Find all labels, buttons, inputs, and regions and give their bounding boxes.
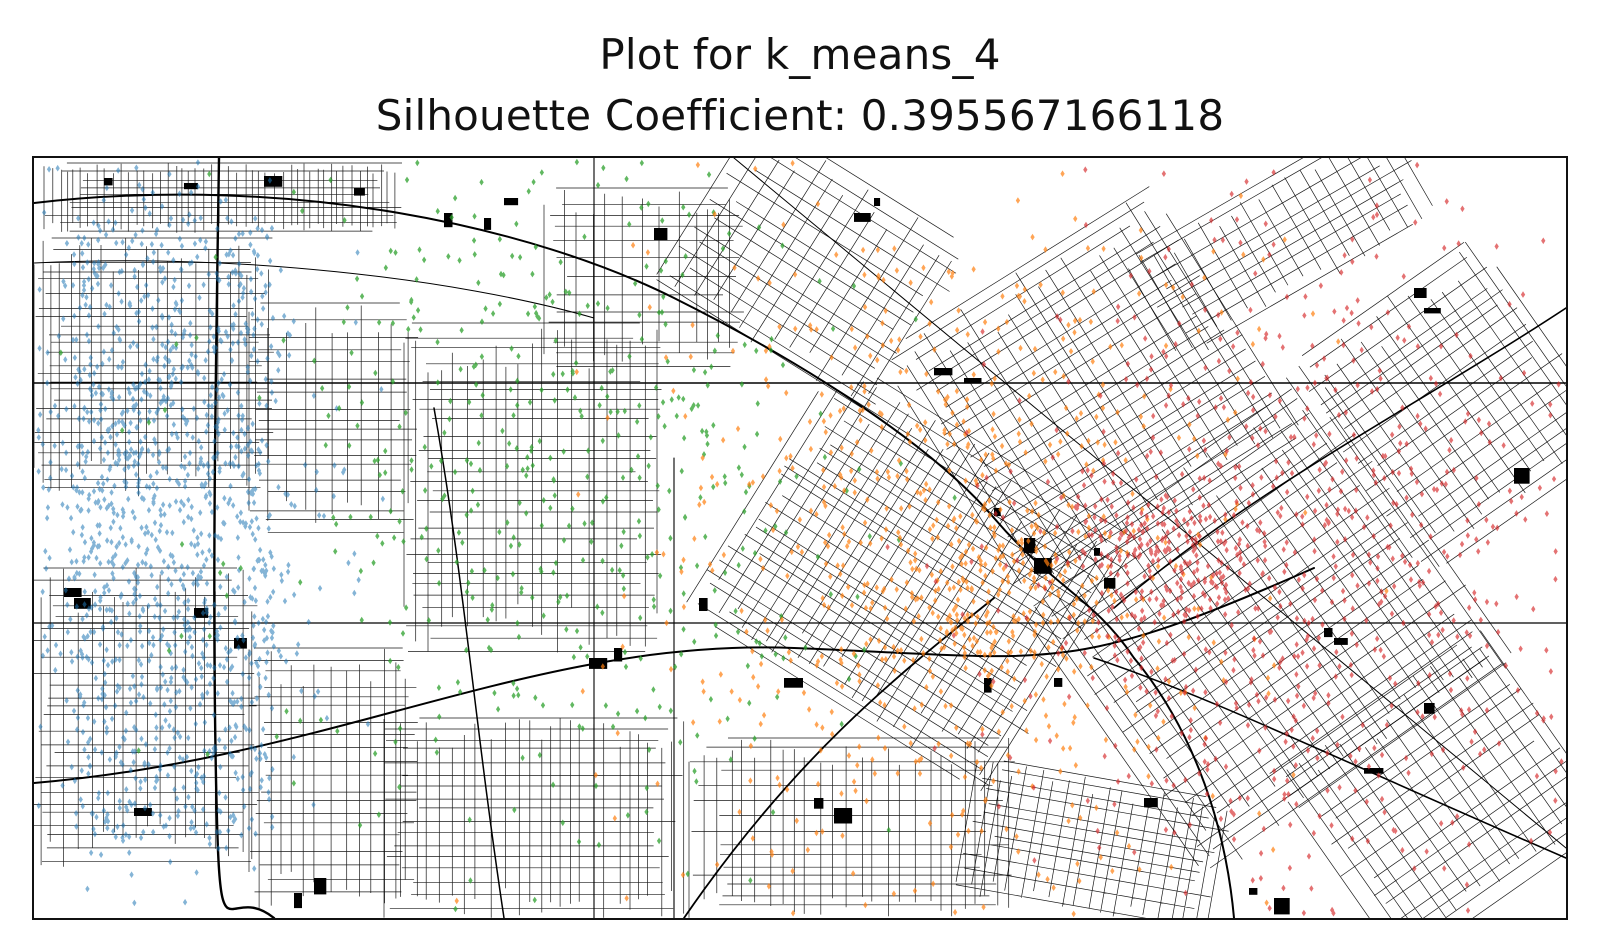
building-block (964, 378, 982, 384)
building-block (134, 808, 152, 816)
chart-subtitle: Silhouette Coefficient: 0.395567166118 (375, 91, 1225, 140)
building-block (874, 198, 881, 206)
district-south-east (955, 760, 1229, 918)
freeway-north-south-west (213, 158, 276, 918)
building-block (834, 808, 853, 824)
minor-road-network (34, 158, 1566, 918)
building-block (784, 678, 803, 688)
building-block (1094, 548, 1100, 556)
map-plot-area (32, 156, 1568, 920)
building-block (1334, 638, 1348, 645)
building-block (1274, 898, 1290, 915)
building-block (64, 588, 82, 597)
road-diagonal-southeast (1093, 657, 1566, 859)
cluster-0-marker (36, 159, 385, 907)
building-block (1424, 308, 1441, 314)
building-block (1514, 468, 1530, 484)
building-block (654, 228, 668, 241)
building-block (504, 198, 519, 206)
cluster-3-marker (885, 161, 1564, 917)
street-map-svg (34, 158, 1566, 918)
building-block (314, 878, 327, 895)
map-building-blocks (64, 176, 1530, 915)
building-block (1104, 578, 1116, 589)
freeway-east-west (34, 567, 1315, 784)
building-block (1034, 558, 1052, 574)
building-block (1424, 703, 1435, 714)
cluster-3-points (885, 161, 1564, 917)
district-west-south (34, 567, 259, 867)
building-block (74, 598, 91, 609)
building-block (264, 176, 283, 187)
building-block (1249, 888, 1258, 895)
district-center-west (403, 322, 662, 653)
road-northwest-arc (34, 260, 595, 319)
cluster-points (36, 158, 1564, 918)
building-block (854, 213, 871, 222)
district-west-mid (248, 302, 419, 533)
district-far-east-north (1286, 241, 1566, 567)
building-block (1054, 678, 1063, 687)
building-block (984, 678, 992, 693)
district-airport-side (656, 158, 959, 410)
building-block (444, 213, 453, 228)
building-block (614, 648, 623, 662)
building-block (294, 893, 302, 909)
major-road-network (34, 158, 1566, 918)
road-diagonal-northeast (1113, 307, 1566, 609)
building-block (699, 598, 708, 611)
building-block (1024, 538, 1036, 554)
district-northwest-core (43, 162, 402, 233)
building-block (1414, 288, 1427, 298)
building-block (484, 218, 492, 230)
district-far-east-south (1269, 630, 1566, 918)
district-south-center (688, 737, 1015, 918)
building-block (354, 188, 365, 196)
district-northeast-edge (1128, 158, 1433, 352)
building-block (104, 178, 113, 186)
building-block (589, 658, 608, 669)
building-block (234, 638, 247, 649)
district-west-mid-south (248, 647, 418, 908)
rail-diagonal (733, 158, 1566, 849)
cluster-0-points (36, 159, 385, 907)
district-center-north (543, 187, 744, 367)
building-block (1364, 768, 1384, 774)
freeway-south-east (1133, 657, 1235, 918)
building-block (934, 368, 953, 376)
district-west-north (34, 237, 274, 497)
building-block (994, 508, 1001, 517)
building-block (1324, 628, 1333, 638)
chart-title: Plot for k_means_4 (599, 30, 1001, 79)
district-center-southwest (383, 717, 685, 918)
road-curved-center (433, 407, 505, 918)
building-block (184, 183, 198, 190)
district-east-core (1012, 387, 1512, 869)
building-block (814, 798, 824, 809)
building-block (1144, 798, 1158, 808)
